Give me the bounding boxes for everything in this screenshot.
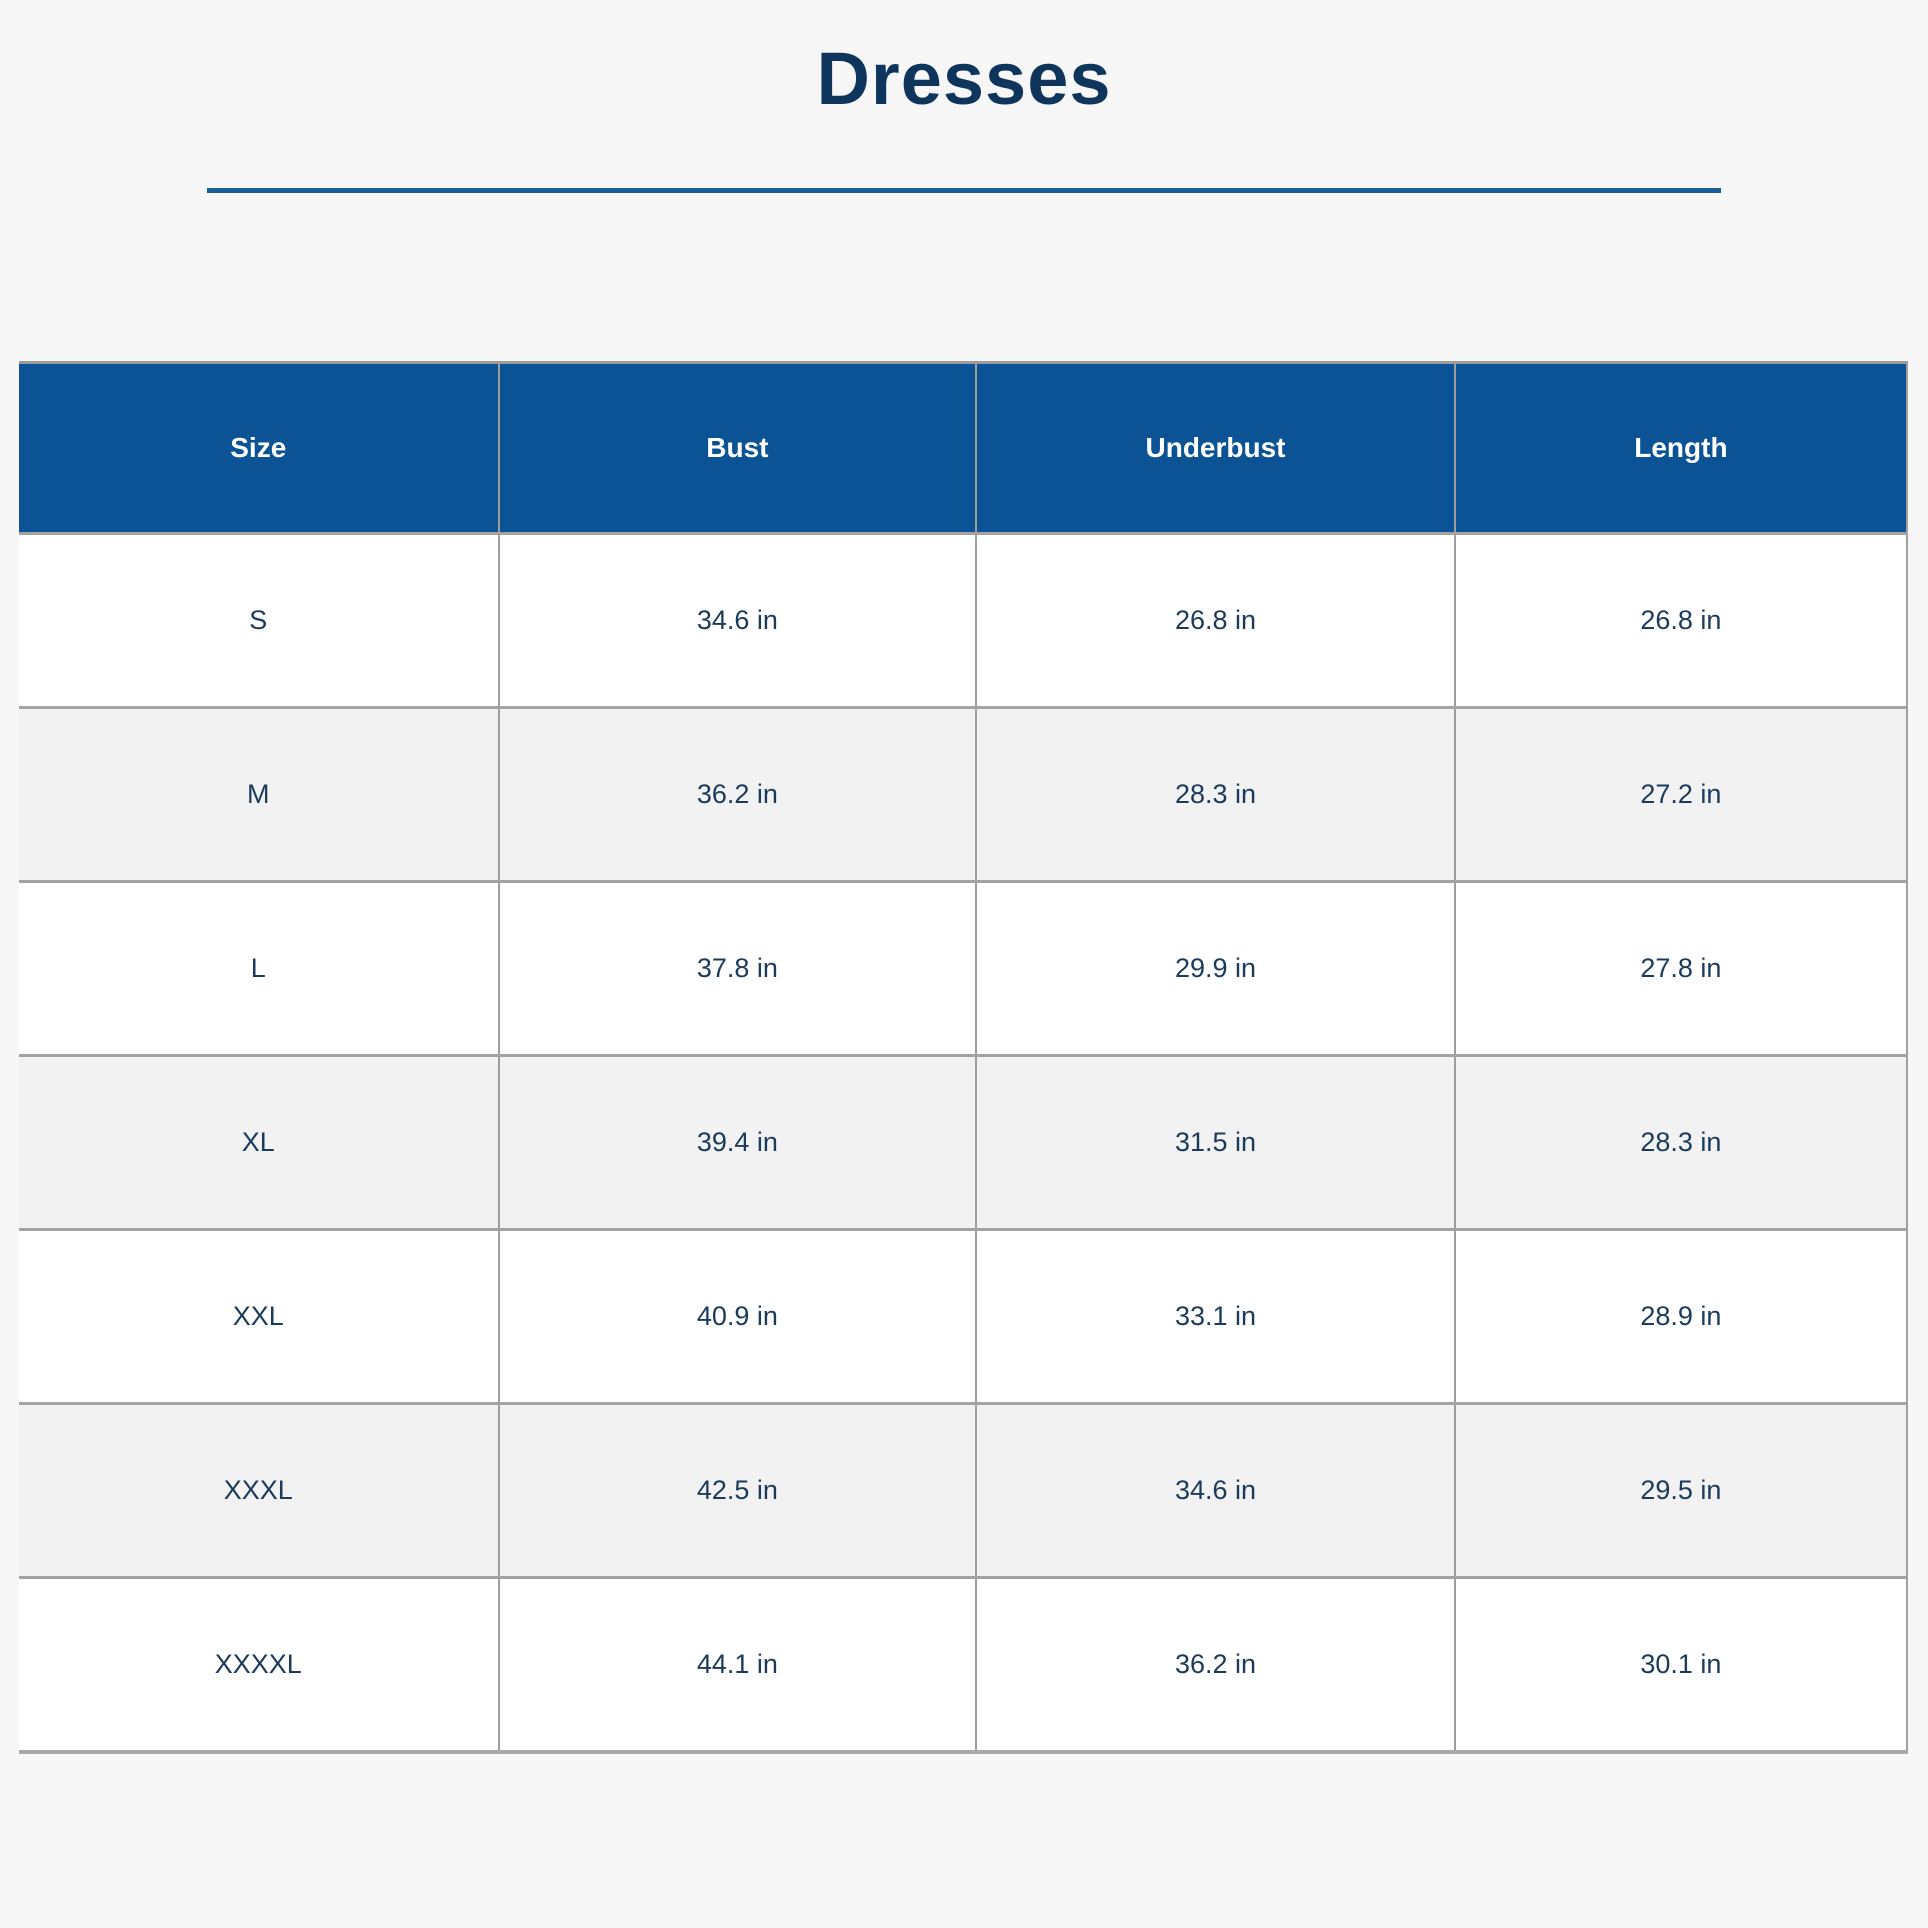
- measurement-cell: 29.5 in: [1453, 1402, 1907, 1578]
- table-body: S 34.6 in 26.8 in 26.8 in M 36.2 in 28.3 in 27.…: [19, 532, 1907, 1752]
- size-cell: XXXXL: [19, 1576, 499, 1752]
- measurement-cell: 31.5 in: [975, 1054, 1455, 1230]
- title-divider: [207, 188, 1721, 193]
- measurement-cell: 28.3 in: [975, 706, 1455, 882]
- header-row: Size Bust Underbust Length: [19, 362, 1907, 534]
- column-header-underbust: Underbust: [975, 362, 1455, 534]
- table-row-s: S 34.6 in 26.8 in 26.8 in: [19, 532, 1907, 708]
- measurement-cell: 44.1 in: [497, 1576, 977, 1752]
- size-cell: S: [19, 532, 499, 708]
- measurement-cell: 27.8 in: [1453, 880, 1907, 1056]
- size-cell: XXL: [19, 1228, 499, 1404]
- table-row-xxl: XXL 40.9 in 33.1 in 28.9 in: [19, 1228, 1907, 1404]
- measurement-cell: 29.9 in: [975, 880, 1455, 1056]
- measurement-cell: 36.2 in: [975, 1576, 1455, 1752]
- size-cell: L: [19, 880, 499, 1056]
- size-cell: M: [19, 706, 499, 882]
- measurement-cell: 34.6 in: [497, 532, 977, 708]
- measurement-cell: 28.3 in: [1453, 1054, 1907, 1230]
- measurement-cell: 34.6 in: [975, 1402, 1455, 1578]
- measurement-cell: 36.2 in: [497, 706, 977, 882]
- column-header-length: Length: [1453, 362, 1907, 534]
- measurement-cell: 28.9 in: [1453, 1228, 1907, 1404]
- column-header-size: Size: [19, 362, 499, 534]
- measurement-cell: 33.1 in: [975, 1228, 1455, 1404]
- table-row-xl: XL 39.4 in 31.5 in 28.3 in: [19, 1054, 1907, 1230]
- measurement-cell: 27.2 in: [1453, 706, 1907, 882]
- measurement-cell: 37.8 in: [497, 880, 977, 1056]
- measurement-cell: 26.8 in: [1453, 532, 1907, 708]
- size-chart-container: Size Bust Underbust Length S 34.6 in 26.8 in 2…: [19, 361, 1908, 1754]
- column-header-bust: Bust: [497, 362, 977, 534]
- table-row-xxxl: XXXL 42.5 in 34.6 in 29.5 in: [19, 1402, 1907, 1578]
- measurement-cell: 26.8 in: [975, 532, 1455, 708]
- size-cell: XXXL: [19, 1402, 499, 1578]
- measurement-cell: 30.1 in: [1453, 1576, 1907, 1752]
- size-cell: XL: [19, 1054, 499, 1230]
- measurement-cell: 42.5 in: [497, 1402, 977, 1578]
- table-row-xxxxl: XXXXL 44.1 in 36.2 in 30.1 in: [19, 1576, 1907, 1752]
- measurement-cell: 40.9 in: [497, 1228, 977, 1404]
- table-row-l: L 37.8 in 29.9 in 27.8 in: [19, 880, 1907, 1056]
- measurement-cell: 39.4 in: [497, 1054, 977, 1230]
- page-title: Dresses: [816, 37, 1112, 120]
- size-chart-table: Size Bust Underbust Length S 34.6 in 26.8 in 2…: [19, 361, 1908, 1754]
- table-row-m: M 36.2 in 28.3 in 27.2 in: [19, 706, 1907, 882]
